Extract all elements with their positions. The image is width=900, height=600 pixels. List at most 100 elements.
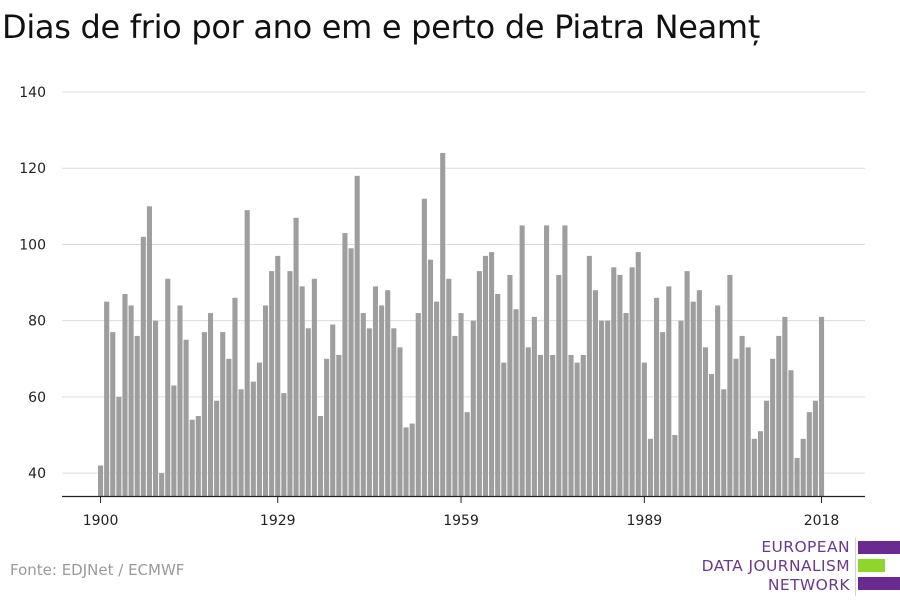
bar-1955 bbox=[434, 301, 440, 496]
bar-1926 bbox=[256, 362, 262, 496]
logo-band-green bbox=[858, 559, 885, 572]
bar-1920 bbox=[220, 332, 226, 496]
bar-1946 bbox=[379, 305, 385, 496]
bar-1959 bbox=[458, 313, 464, 496]
bar-2013 bbox=[788, 370, 794, 496]
bar-1902 bbox=[110, 332, 116, 496]
bar-2006 bbox=[745, 347, 751, 496]
bar-1912 bbox=[171, 385, 177, 496]
logo-line-1: EUROPEAN bbox=[761, 538, 850, 556]
bar-1969 bbox=[519, 225, 525, 496]
edjnet-logo: EUROPEAN DATA JOURNALISM NETWORK bbox=[700, 538, 900, 596]
bar-1942 bbox=[354, 175, 360, 496]
bar-1915 bbox=[189, 419, 195, 496]
bar-1968 bbox=[513, 309, 519, 496]
bar-1990 bbox=[647, 438, 653, 496]
bar-1985 bbox=[617, 274, 623, 496]
bar-1989 bbox=[641, 362, 647, 496]
bar-1919 bbox=[214, 400, 220, 496]
bar-2008 bbox=[757, 431, 763, 496]
y-axis-labels: 40 60 80 100 120 140 bbox=[19, 85, 46, 482]
bar-1976 bbox=[562, 225, 568, 496]
bar-1950 bbox=[403, 427, 409, 496]
bar-1970 bbox=[525, 347, 531, 496]
y-tick-label: 100 bbox=[19, 237, 46, 253]
bar-1991 bbox=[654, 297, 660, 496]
y-tick-label: 120 bbox=[19, 161, 46, 177]
bar-1993 bbox=[666, 286, 672, 496]
bar-2007 bbox=[751, 438, 757, 496]
bar-1979 bbox=[580, 354, 586, 496]
bar-1934 bbox=[305, 328, 311, 496]
bar-1903 bbox=[116, 396, 122, 496]
bar-1940 bbox=[342, 233, 348, 497]
bar-1967 bbox=[507, 274, 513, 496]
bar-1923 bbox=[238, 389, 244, 496]
bar-1924 bbox=[244, 210, 250, 496]
bar-1973 bbox=[544, 225, 550, 496]
bar-2001 bbox=[715, 305, 721, 496]
bar-1938 bbox=[330, 324, 336, 496]
bar-1932 bbox=[293, 217, 299, 496]
logo-line-2: DATA JOURNALISM bbox=[701, 557, 850, 575]
x-tick-label: 1989 bbox=[627, 513, 663, 529]
bar-1928 bbox=[269, 271, 275, 496]
bar-1994 bbox=[672, 435, 678, 496]
bar-1943 bbox=[360, 313, 366, 496]
bar-2016 bbox=[806, 412, 812, 496]
bar-1998 bbox=[696, 290, 702, 496]
bar-1964 bbox=[489, 252, 495, 496]
bar-1981 bbox=[592, 290, 599, 496]
bar-1916 bbox=[195, 415, 201, 496]
bar-1908 bbox=[146, 206, 152, 496]
x-tick-label: 2018 bbox=[804, 513, 840, 529]
bar-2005 bbox=[739, 335, 745, 496]
bar-1937 bbox=[324, 358, 330, 496]
bar-1977 bbox=[568, 354, 574, 496]
bar-1965 bbox=[495, 294, 501, 496]
bar-1954 bbox=[427, 259, 434, 496]
bar-1941 bbox=[348, 248, 354, 496]
bar-1911 bbox=[165, 278, 171, 496]
logo-band-purple-top bbox=[858, 541, 900, 554]
y-tick-label: 80 bbox=[28, 314, 46, 330]
bar-1904 bbox=[122, 294, 128, 496]
x-tick-label: 1929 bbox=[260, 513, 296, 529]
y-tick-label: 60 bbox=[28, 390, 46, 406]
bar-1948 bbox=[391, 328, 397, 496]
bar-2017 bbox=[812, 400, 818, 496]
bar-1988 bbox=[635, 252, 641, 496]
bar-1966 bbox=[501, 362, 507, 496]
bar-1949 bbox=[397, 347, 403, 496]
bar-2010 bbox=[770, 358, 776, 496]
bar-1980 bbox=[586, 255, 592, 496]
bar-1945 bbox=[372, 286, 379, 496]
x-tick-label: 1900 bbox=[83, 513, 119, 529]
bar-1930 bbox=[281, 393, 287, 496]
bar-2014 bbox=[794, 457, 800, 496]
bar-1936 bbox=[317, 415, 324, 496]
bar-1929 bbox=[275, 255, 281, 496]
bar-1971 bbox=[531, 316, 537, 496]
bar-1900 bbox=[98, 465, 104, 496]
bar-1997 bbox=[690, 301, 696, 496]
bar-1974 bbox=[550, 354, 556, 496]
bar-2009 bbox=[763, 400, 770, 496]
x-tick-label: 1959 bbox=[443, 513, 479, 529]
bar-1909 bbox=[152, 320, 159, 496]
source-note: Fonte: EDJNet / ECMWF bbox=[10, 561, 185, 579]
bar-2011 bbox=[776, 335, 782, 496]
logo-divider bbox=[855, 538, 856, 596]
bar-1957 bbox=[446, 278, 452, 496]
bar-1953 bbox=[421, 198, 427, 496]
bar-1972 bbox=[537, 354, 544, 496]
bar-1913 bbox=[177, 305, 183, 496]
x-axis-ticks: 1900 1929 1959 1989 2018 bbox=[83, 497, 840, 529]
bar-1992 bbox=[660, 332, 666, 496]
bar-1975 bbox=[556, 274, 562, 496]
bar-1931 bbox=[287, 271, 293, 496]
bar-2004 bbox=[733, 358, 739, 496]
bar-1927 bbox=[262, 305, 269, 496]
bar-1939 bbox=[336, 354, 342, 496]
